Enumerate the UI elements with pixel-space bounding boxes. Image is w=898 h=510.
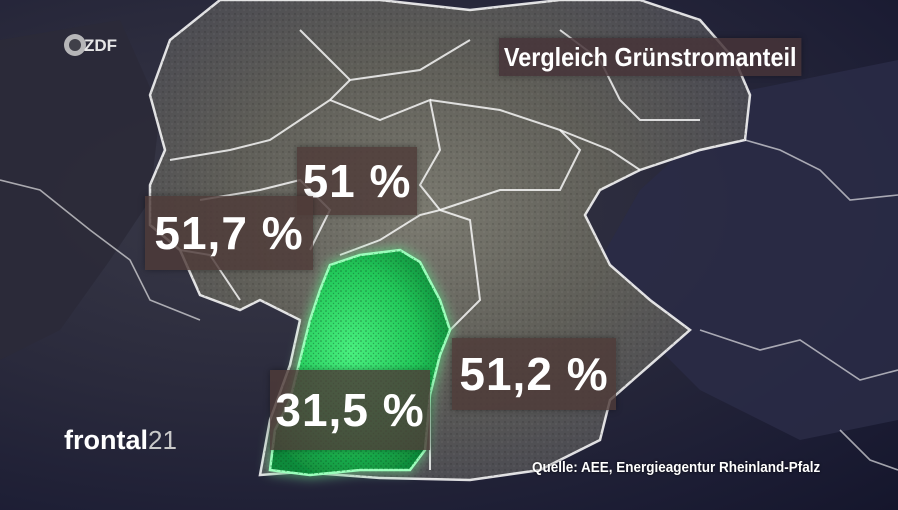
chart-title: Vergleich Grünstromanteil [499,38,802,76]
neighbour-west [0,20,160,360]
show-logo-name: frontal [64,425,148,455]
label-baden-wuerttemberg: 31,5 % [270,370,430,450]
label-bayern: 51,2 % [452,338,616,410]
border-north [299,29,471,82]
border-hessen-east [329,98,442,211]
border-nrw-hessen [169,79,351,161]
label-hessen: 51 % [297,147,417,215]
zdf-logo-icon [64,34,86,56]
show-logo: frontal21 [64,425,177,456]
show-logo-number: 21 [148,425,177,455]
source-caption: Quelle: AEE, Energieagentur Rheinland-Pf… [532,459,821,476]
broadcaster-logo-text: ZDF [84,36,118,55]
border-thueringen [429,99,582,211]
label-rheinland-pfalz: 51,7 % [145,196,313,270]
border-sachsen [559,129,641,171]
